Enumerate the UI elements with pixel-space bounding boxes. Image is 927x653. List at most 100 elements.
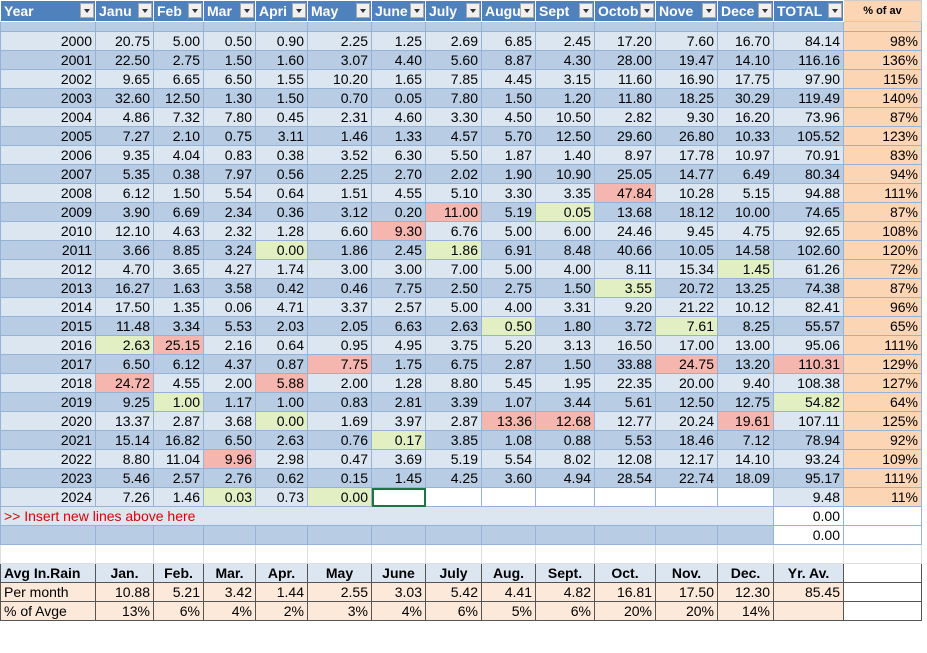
value-cell[interactable]: 120% [843, 240, 922, 260]
value-cell[interactable]: 6.50 [203, 430, 256, 450]
value-cell[interactable]: 4.04 [153, 145, 204, 165]
value-cell[interactable]: 108.38 [773, 373, 844, 393]
value-cell[interactable]: 1.86 [307, 240, 372, 260]
value-cell[interactable]: 20.24 [655, 411, 718, 431]
value-cell[interactable]: 6.63 [371, 316, 426, 336]
value-cell[interactable]: 3.37 [307, 297, 372, 317]
summary-value[interactable]: 20% [655, 601, 718, 621]
summary-header-cell[interactable]: July [425, 563, 482, 583]
value-cell[interactable]: 5.46 [95, 468, 154, 488]
summary-header-cell[interactable]: Sept. [535, 563, 595, 583]
value-cell[interactable]: 3.30 [481, 183, 536, 203]
year-cell[interactable]: 2018 [0, 373, 96, 393]
value-cell[interactable]: 16.50 [594, 335, 656, 355]
summary-value[interactable]: 5.21 [153, 582, 204, 602]
value-cell[interactable]: 20.75 [95, 31, 154, 51]
value-cell[interactable]: 6.65 [153, 69, 204, 89]
value-cell[interactable]: 10.90 [535, 164, 595, 184]
value-cell[interactable]: 0.75 [203, 126, 256, 146]
summary-value[interactable]: 3.03 [371, 582, 426, 602]
value-cell[interactable]: 64% [843, 392, 922, 412]
value-cell[interactable]: 0.20 [371, 202, 426, 222]
value-cell[interactable]: 25.05 [594, 164, 656, 184]
value-cell[interactable]: 18.09 [717, 468, 774, 488]
value-cell[interactable]: 2.50 [425, 278, 482, 298]
value-cell[interactable]: 1.50 [153, 183, 204, 203]
value-cell[interactable]: 70.91 [773, 145, 844, 165]
value-cell[interactable]: 2.63 [255, 430, 308, 450]
year-cell[interactable]: 2023 [0, 468, 96, 488]
value-cell[interactable]: 0.56 [255, 164, 308, 184]
value-cell[interactable]: 8.48 [535, 240, 595, 260]
value-cell[interactable]: 24.75 [655, 354, 718, 374]
value-cell[interactable]: 9.35 [95, 145, 154, 165]
value-cell[interactable]: 5.53 [203, 316, 256, 336]
value-cell[interactable]: 6.50 [95, 354, 154, 374]
year-cell[interactable]: 2014 [0, 297, 96, 317]
year-cell[interactable]: 2001 [0, 50, 96, 70]
summary-header-cell[interactable]: June [371, 563, 426, 583]
year-cell[interactable]: 2020 [0, 411, 96, 431]
filter-dropdown[interactable] [188, 3, 202, 18]
value-cell[interactable]: 12.08 [594, 449, 656, 469]
value-cell[interactable]: 5.00 [425, 297, 482, 317]
summary-header-cell[interactable]: Feb. [153, 563, 204, 583]
value-cell[interactable]: 0.05 [535, 202, 595, 222]
value-cell[interactable]: 123% [843, 126, 922, 146]
value-cell[interactable]: 54.82 [773, 392, 844, 412]
value-cell[interactable]: 0.46 [307, 278, 372, 298]
value-cell[interactable]: 3.12 [307, 202, 372, 222]
value-cell[interactable]: 13.37 [95, 411, 154, 431]
value-cell[interactable]: 7.75 [307, 354, 372, 374]
value-cell[interactable]: 1.46 [153, 487, 204, 507]
value-cell[interactable]: 3.30 [425, 107, 482, 127]
value-cell[interactable]: 24.72 [95, 373, 154, 393]
value-cell[interactable]: 17.20 [594, 31, 656, 51]
value-cell[interactable]: 3.66 [95, 240, 154, 260]
value-cell[interactable]: 0.83 [203, 145, 256, 165]
value-cell[interactable]: 0.17 [371, 430, 426, 450]
value-cell[interactable]: 2.45 [535, 31, 595, 51]
value-cell[interactable]: 2.45 [371, 240, 426, 260]
value-cell[interactable]: 7.60 [655, 31, 718, 51]
summary-value[interactable]: 16.81 [594, 582, 656, 602]
value-cell[interactable]: 19.47 [655, 50, 718, 70]
value-cell[interactable]: 4.30 [535, 50, 595, 70]
value-cell[interactable]: 7.80 [425, 88, 482, 108]
value-cell[interactable]: 11.04 [153, 449, 204, 469]
value-cell[interactable]: 1.95 [535, 373, 595, 393]
value-cell[interactable]: 2.25 [307, 31, 372, 51]
value-cell[interactable]: 3.68 [203, 411, 256, 431]
value-cell[interactable]: 12.50 [153, 88, 204, 108]
year-cell[interactable]: 2016 [0, 335, 96, 355]
value-cell[interactable]: 6.85 [481, 31, 536, 51]
value-cell[interactable]: 14.58 [717, 240, 774, 260]
summary-value[interactable]: 4% [371, 601, 426, 621]
value-cell[interactable]: 0.76 [307, 430, 372, 450]
value-cell[interactable]: 0.15 [307, 468, 372, 488]
value-cell[interactable]: 2.57 [153, 468, 204, 488]
column-header[interactable]: Nove [655, 0, 718, 22]
value-cell[interactable]: 3.52 [307, 145, 372, 165]
value-cell[interactable]: 55.57 [773, 316, 844, 336]
summary-value[interactable]: 1.44 [255, 582, 308, 602]
value-cell[interactable]: 5.35 [95, 164, 154, 184]
value-cell[interactable]: 13.36 [481, 411, 536, 431]
value-cell[interactable]: 4.63 [153, 221, 204, 241]
value-cell[interactable]: 9.45 [655, 221, 718, 241]
summary-header-cell[interactable]: Yr. Av. [773, 563, 844, 583]
value-cell[interactable]: 16.20 [717, 107, 774, 127]
summary-header-cell[interactable]: Dec. [717, 563, 774, 583]
value-cell[interactable]: 0.00 [255, 411, 308, 431]
value-cell[interactable]: 15.14 [95, 430, 154, 450]
column-header[interactable]: May [307, 0, 372, 22]
column-header[interactable]: Octob [594, 0, 656, 22]
value-cell[interactable]: 6.50 [203, 69, 256, 89]
value-cell[interactable]: 4.50 [481, 107, 536, 127]
value-cell[interactable]: 12.68 [535, 411, 595, 431]
value-cell[interactable]: 98% [843, 31, 922, 51]
summary-value[interactable]: 6% [425, 601, 482, 621]
value-cell[interactable]: 111% [843, 183, 922, 203]
value-cell[interactable]: 6.49 [717, 164, 774, 184]
value-cell[interactable]: 40.66 [594, 240, 656, 260]
